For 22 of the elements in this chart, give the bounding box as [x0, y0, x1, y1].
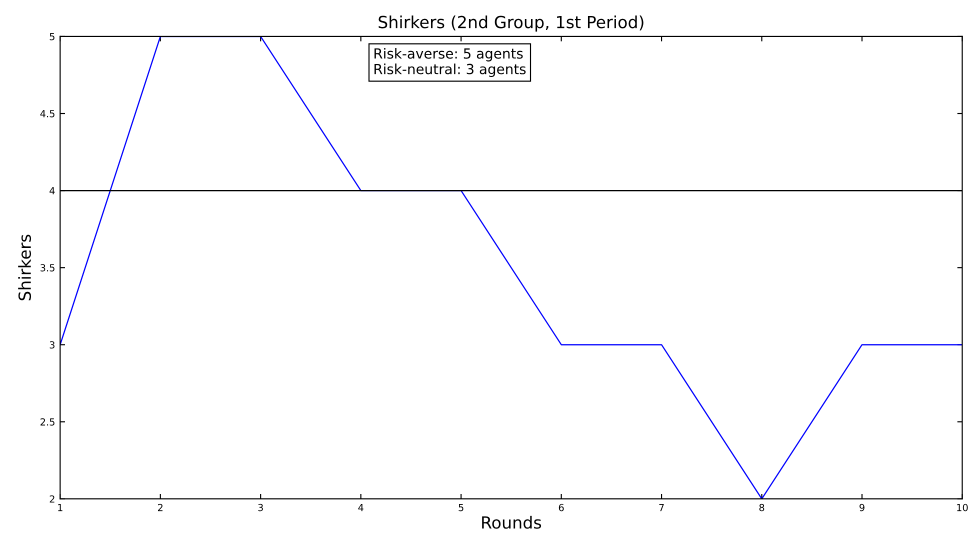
- x-tick-label: 3: [258, 504, 263, 512]
- x-tick-label: 10: [957, 504, 968, 512]
- x-tick-label: 5: [458, 504, 464, 512]
- chart-title: Shirkers (2nd Group, 1st Period): [378, 15, 644, 32]
- y-tick-label: 3: [50, 341, 54, 349]
- y-tick-label: 2.5: [40, 418, 54, 426]
- line-series: [60, 36, 962, 499]
- annotation: Risk-averse: 5 agents Risk-neutral: 3 agents: [374, 48, 526, 77]
- x-tick-label: 2: [158, 504, 162, 512]
- x-tick-label: 4: [358, 504, 364, 512]
- y-tick-label: 4.5: [40, 110, 54, 118]
- x-tick-label: 9: [860, 504, 864, 512]
- y-tick-label: 3.5: [40, 264, 54, 272]
- y-tick-label: 2: [50, 495, 54, 503]
- x-tick-label: 7: [659, 504, 664, 512]
- x-axis-title: Rounds: [482, 516, 542, 529]
- x-tick-label: 8: [759, 504, 764, 512]
- x-tick-label: 1: [58, 504, 62, 512]
- y-tick-label: 5: [50, 33, 54, 40]
- y-axis-title: Shirkers: [18, 234, 32, 300]
- x-tick-label: 6: [558, 504, 564, 512]
- y-tick-label: 4: [50, 187, 55, 194]
